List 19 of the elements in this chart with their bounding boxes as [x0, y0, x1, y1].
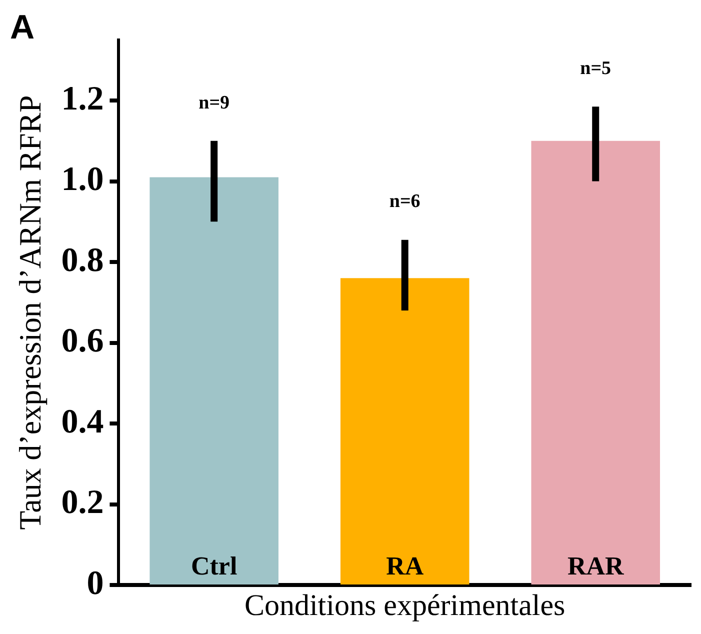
- annotation: n=9: [198, 92, 230, 114]
- x-tick-label: RAR: [567, 552, 624, 581]
- y-tick-label: 0.8: [61, 242, 104, 279]
- annotation: n=5: [580, 58, 612, 80]
- annotation: n=6: [389, 191, 420, 212]
- y-tick-label: 1.2: [61, 80, 104, 118]
- y-tick-label: 0: [86, 564, 104, 602]
- y-axis-title: Taux d’expression d’ARNm RFRP: [12, 95, 48, 530]
- x-tick-label: RA: [386, 552, 424, 581]
- bar: [150, 177, 278, 584]
- y-tick-label: 0.2: [61, 484, 104, 522]
- y-tick-label: 0.6: [61, 322, 104, 360]
- x-axis-title: Conditions expérimentales: [244, 588, 566, 622]
- x-tick-label: Ctrl: [190, 552, 238, 581]
- y-tick-label: 1.0: [61, 161, 104, 198]
- bar: [340, 278, 470, 584]
- text: A: [10, 8, 35, 46]
- bar: [531, 140, 660, 584]
- y-tick-label: 0.4: [61, 403, 104, 440]
